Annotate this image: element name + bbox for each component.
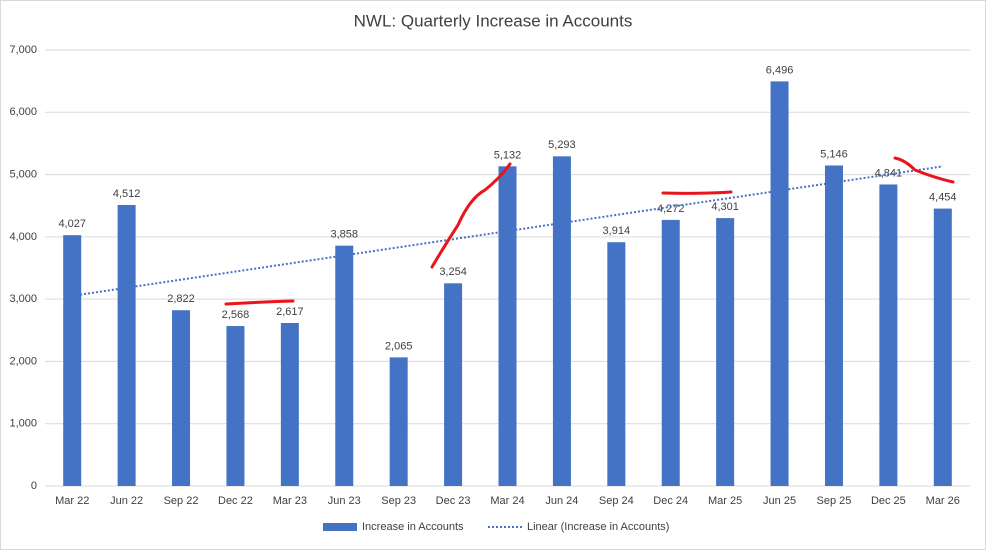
data-label: 4,027 [58,218,86,230]
data-label: 3,914 [603,225,631,237]
data-label: 4,841 [875,167,903,179]
x-tick-label: Dec 24 [653,495,688,507]
bar [117,204,136,486]
data-label: 2,568 [222,309,250,321]
bar [933,208,952,487]
x-tick-label: Sep 23 [381,495,416,507]
x-tick-label: Sep 25 [817,495,852,507]
annotation-stroke [430,162,512,269]
x-tick-label: Dec 25 [871,495,906,507]
bar [172,310,191,486]
data-label: 2,822 [167,293,195,305]
bar [716,218,735,487]
data-label: 5,132 [494,149,522,161]
x-tick-label: Sep 22 [164,495,199,507]
plot: 0 1,000 2,000 3,000 4,000 5,000 6,000 7,000 Mar … [9,44,970,533]
bar [335,245,354,486]
bar [770,81,789,486]
data-label: 4,512 [113,188,141,200]
x-tick-label: Mar 26 [926,495,960,507]
annotation-stroke [893,156,955,184]
bar [607,242,626,486]
x-tick-label: Sep 24 [599,495,634,507]
trendline [72,165,943,297]
y-tick-label: 2,000 [9,355,37,367]
data-label: 4,301 [711,201,739,213]
y-tick-label: 4,000 [9,231,37,243]
y-tick-label: 7,000 [9,44,37,56]
data-label: 4,272 [657,203,685,215]
bar [661,219,680,486]
x-tick-label: Jun 22 [110,495,143,507]
legend-swatch [323,523,357,531]
bar [444,283,463,486]
legend-label: Linear (Increase in Accounts) [527,521,669,533]
x-tick-label: Mar 24 [490,495,524,507]
legend-label: Increase in Accounts [362,521,464,533]
data-label: 2,617 [276,306,304,318]
x-tick-label: Dec 22 [218,495,253,507]
y-tick-label: 0 [31,480,37,492]
data-label: 5,293 [548,139,576,151]
bar [226,326,245,486]
bar [389,357,408,486]
y-tick-label: 3,000 [9,293,37,305]
bar [879,184,898,486]
bar [498,166,517,486]
bar [552,156,571,486]
annotation-stroke [661,190,733,195]
y-tick-label: 1,000 [9,418,37,430]
x-tick-label: Jun 25 [763,495,796,507]
x-tick-label: Jun 24 [545,495,578,507]
x-tick-label: Mar 23 [273,495,307,507]
x-tick-label: Jun 23 [328,495,361,507]
bar [63,235,82,486]
x-tick-label: Dec 23 [436,495,471,507]
x-tick-label: Mar 25 [708,495,742,507]
data-label: 6,496 [766,64,794,76]
y-tick-label: 5,000 [9,168,37,180]
data-label: 3,254 [439,266,467,278]
chart-title: NWL: Quarterly Increase in Accounts [354,11,633,30]
data-label: 3,858 [330,229,358,241]
data-label: 4,454 [929,191,957,203]
annotation-stroke [224,299,295,306]
bar [280,322,299,486]
y-tick-label: 6,000 [9,106,37,118]
bar [824,165,843,486]
annotations [224,156,955,306]
data-label: 2,065 [385,340,413,352]
x-tick-label: Mar 22 [55,495,89,507]
data-label: 5,146 [820,148,848,160]
